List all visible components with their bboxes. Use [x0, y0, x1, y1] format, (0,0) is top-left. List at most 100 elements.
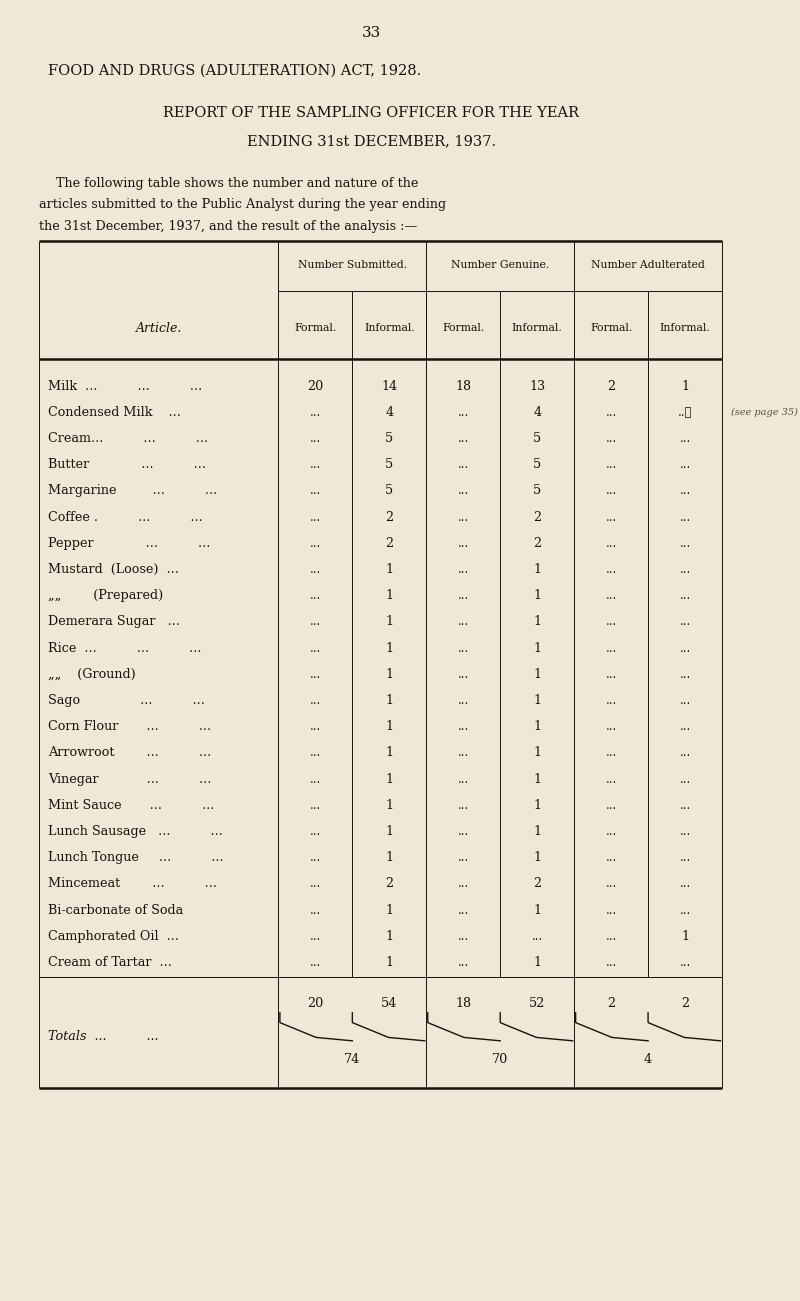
Text: ...: ...	[310, 406, 321, 419]
Text: 1: 1	[533, 799, 541, 812]
Text: The following table shows the number and nature of the: The following table shows the number and…	[48, 177, 418, 190]
Text: ...: ...	[458, 563, 469, 576]
Text: 1: 1	[533, 563, 541, 576]
Text: ...: ...	[458, 773, 469, 786]
Text: ...: ...	[310, 747, 321, 760]
Text: ..ℓ: ..ℓ	[678, 406, 692, 419]
Text: 1: 1	[533, 667, 541, 680]
Text: FOOD AND DRUGS (ADULTERATION) ACT, 1928.: FOOD AND DRUGS (ADULTERATION) ACT, 1928.	[48, 64, 422, 78]
Text: ...: ...	[310, 563, 321, 576]
Text: ...: ...	[310, 537, 321, 550]
Text: ...: ...	[679, 458, 690, 471]
Text: 5: 5	[533, 432, 542, 445]
Text: ...: ...	[458, 877, 469, 890]
Text: ...: ...	[458, 693, 469, 706]
Text: 2: 2	[386, 537, 394, 550]
Text: ...: ...	[606, 484, 617, 497]
Text: 20: 20	[307, 998, 323, 1011]
Text: Totals  ...          ...: Totals ... ...	[48, 1030, 158, 1043]
Text: ...: ...	[310, 956, 321, 969]
Text: ...: ...	[310, 458, 321, 471]
Text: ...: ...	[679, 851, 690, 864]
Text: ...: ...	[606, 747, 617, 760]
Text: Number Submitted.: Number Submitted.	[298, 260, 407, 271]
Text: ...: ...	[310, 877, 321, 890]
Text: Arrowroot        ...          ...: Arrowroot ... ...	[48, 747, 211, 760]
Text: Lunch Tongue     ...          ...: Lunch Tongue ... ...	[48, 851, 224, 864]
Text: Article.: Article.	[135, 321, 182, 334]
Text: ...: ...	[310, 667, 321, 680]
Text: ...: ...	[458, 484, 469, 497]
Text: 1: 1	[386, 825, 394, 838]
Text: ...: ...	[458, 458, 469, 471]
Text: ...: ...	[679, 825, 690, 838]
Text: ...: ...	[310, 641, 321, 654]
Text: ...: ...	[310, 510, 321, 523]
Text: ...: ...	[310, 773, 321, 786]
Text: Cream of Tartar  ...: Cream of Tartar ...	[48, 956, 172, 969]
Text: ...: ...	[310, 825, 321, 838]
Text: ...: ...	[458, 432, 469, 445]
Text: ...: ...	[679, 719, 690, 732]
Text: 1: 1	[533, 747, 541, 760]
Text: ...: ...	[458, 747, 469, 760]
Text: Mustard  (Loose)  ...: Mustard (Loose) ...	[48, 563, 179, 576]
Text: 1: 1	[386, 641, 394, 654]
Text: ...: ...	[679, 563, 690, 576]
Text: 52: 52	[529, 998, 546, 1011]
Text: 1: 1	[533, 693, 541, 706]
Text: ...: ...	[458, 615, 469, 628]
Text: „„        (Prepared): „„ (Prepared)	[48, 589, 163, 602]
Text: REPORT OF THE SAMPLING OFFICER FOR THE YEAR: REPORT OF THE SAMPLING OFFICER FOR THE Y…	[163, 105, 579, 120]
Text: ...: ...	[606, 903, 617, 916]
Text: 1: 1	[533, 956, 541, 969]
Text: ...: ...	[606, 773, 617, 786]
Text: ...: ...	[458, 903, 469, 916]
Text: 4: 4	[533, 406, 542, 419]
Text: Butter             ...          ...: Butter ... ...	[48, 458, 206, 471]
Text: 18: 18	[455, 380, 471, 393]
Text: ...: ...	[458, 406, 469, 419]
Text: ...: ...	[679, 432, 690, 445]
Text: ...: ...	[458, 719, 469, 732]
Text: ...: ...	[679, 615, 690, 628]
Text: ...: ...	[310, 851, 321, 864]
Text: ...: ...	[458, 641, 469, 654]
Text: Camphorated Oil  ...: Camphorated Oil ...	[48, 930, 179, 943]
Text: ENDING 31st DECEMBER, 1937.: ENDING 31st DECEMBER, 1937.	[246, 134, 496, 148]
Text: Milk  ...          ...          ...: Milk ... ... ...	[48, 380, 202, 393]
Text: ...: ...	[458, 930, 469, 943]
Text: ...: ...	[606, 641, 617, 654]
Text: 5: 5	[385, 484, 394, 497]
Text: 1: 1	[533, 825, 541, 838]
Text: 5: 5	[385, 432, 394, 445]
Text: 2: 2	[607, 380, 615, 393]
Text: Informal.: Informal.	[512, 323, 562, 333]
Text: 2: 2	[607, 998, 615, 1011]
Text: 54: 54	[381, 998, 398, 1011]
Text: 1: 1	[386, 719, 394, 732]
Text: 1: 1	[386, 667, 394, 680]
Text: 1: 1	[533, 641, 541, 654]
Text: Mincemeat        ...          ...: Mincemeat ... ...	[48, 877, 218, 890]
Text: ...: ...	[458, 799, 469, 812]
Text: ...: ...	[679, 537, 690, 550]
Text: ...: ...	[606, 537, 617, 550]
Text: ...: ...	[679, 589, 690, 602]
Text: 1: 1	[533, 773, 541, 786]
Text: 1: 1	[386, 903, 394, 916]
Text: Pepper             ...          ...: Pepper ... ...	[48, 537, 210, 550]
Text: the 31st December, 1937, and the result of the analysis :—: the 31st December, 1937, and the result …	[39, 220, 418, 233]
Text: 1: 1	[533, 903, 541, 916]
Text: 1: 1	[386, 956, 394, 969]
Text: 70: 70	[492, 1054, 508, 1067]
Text: ...: ...	[310, 719, 321, 732]
Text: ...: ...	[310, 615, 321, 628]
Text: 1: 1	[533, 615, 541, 628]
Text: Corn Flour       ...          ...: Corn Flour ... ...	[48, 719, 211, 732]
Text: Lunch Sausage   ...          ...: Lunch Sausage ... ...	[48, 825, 223, 838]
Text: 2: 2	[533, 537, 542, 550]
Text: ...: ...	[458, 825, 469, 838]
Text: 2: 2	[386, 510, 394, 523]
Text: (see page 35): (see page 35)	[731, 407, 798, 416]
